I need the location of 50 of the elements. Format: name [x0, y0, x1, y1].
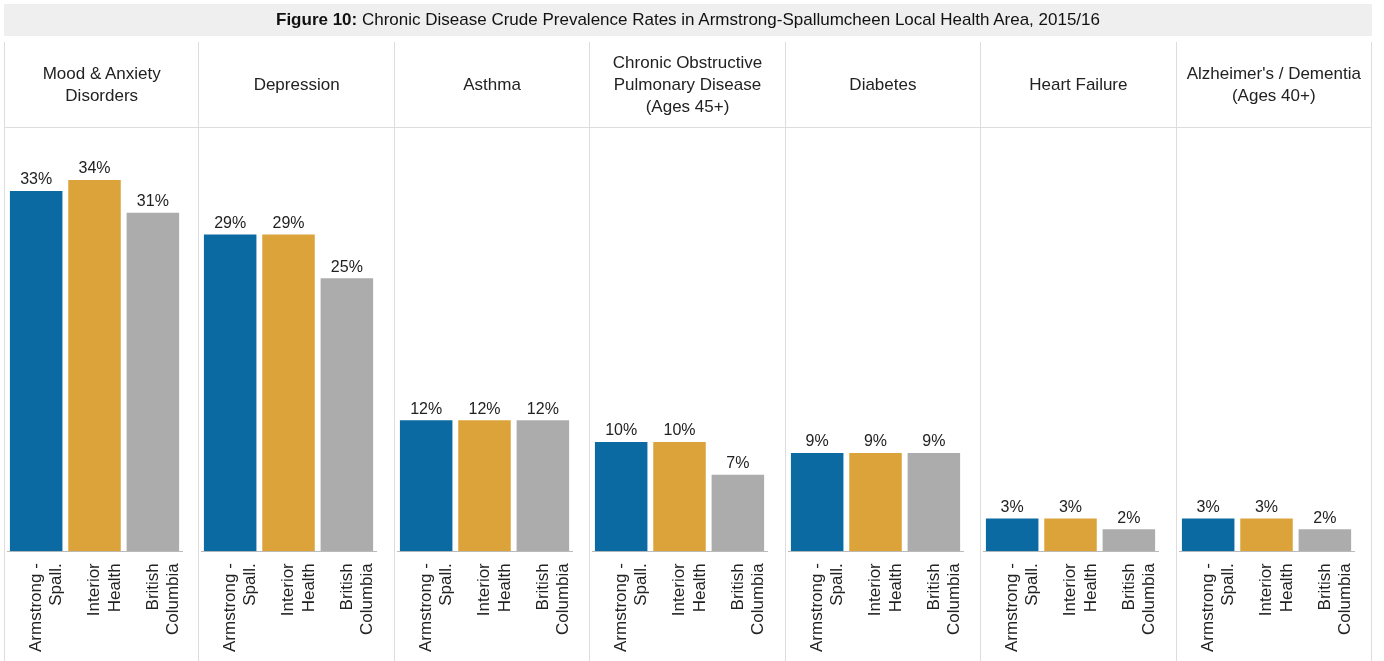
chart-subtitle: Alzheimer's / Dementia (Ages 40+)	[1176, 42, 1371, 128]
x-tick-label: Armstrong - Spall.	[415, 563, 456, 652]
x-tick-label: Armstrong - Spall.	[25, 563, 66, 652]
data-label: 2%	[1312, 508, 1336, 526]
x-tick-label: Armstrong - Spall.	[806, 563, 846, 652]
x-tick-label: Interior Health	[864, 562, 905, 617]
data-label: 2%	[1117, 508, 1141, 526]
data-label: 31%	[136, 192, 169, 210]
x-tick-label: Armstrong - Spall.	[220, 563, 260, 652]
x-tick-label: Interior Health	[474, 562, 514, 617]
x-tick-label: Armstrong - Spall.	[1002, 563, 1042, 652]
data-label: 34%	[78, 159, 111, 177]
data-label: 7%	[726, 454, 750, 472]
x-tick-label: British Columbia	[727, 562, 768, 636]
x-tick-label: British Columbia	[1118, 562, 1159, 636]
x-tick-label: Interior Health	[1060, 562, 1100, 617]
chart-subtitle: Mood & Anxiety Disorders	[5, 42, 199, 128]
chart-subtitle: Heart Failure	[981, 42, 1176, 128]
x-tick-label: Interior Health	[669, 562, 709, 617]
x-tick-label: British Columbia	[1314, 562, 1354, 636]
data-label: 29%	[214, 213, 247, 231]
chart-subtitle: Chronic Obstructive Pulmonary Disease (Ages 45+)	[590, 42, 785, 128]
data-label: 3%	[1196, 497, 1220, 515]
x-tick-label: Armstrong - Spall.	[611, 563, 651, 652]
data-label: 10%	[663, 421, 696, 439]
x-tick-label: Interior Health	[278, 562, 319, 617]
data-label: 10%	[605, 421, 638, 439]
chart-subtitle: Asthma	[394, 42, 590, 128]
x-tick-label: British Columbia	[336, 562, 377, 636]
data-label: 3%	[1000, 497, 1024, 515]
data-label: 29%	[272, 213, 305, 231]
x-tick-label: British Columbia	[142, 562, 182, 636]
x-tick-label: Armstrong - Spall.	[1197, 563, 1237, 652]
data-label: 9%	[805, 432, 829, 450]
data-label: 25%	[331, 257, 364, 275]
x-tick-label: British Columbia	[923, 562, 963, 636]
chart-subtitle: Diabetes	[785, 42, 981, 128]
data-label: 33%	[20, 170, 53, 188]
x-tick-label: British Columbia	[532, 562, 572, 636]
chart-subtitle: Depression	[199, 42, 394, 128]
data-label: 9%	[863, 432, 887, 450]
data-label: 12%	[410, 399, 443, 417]
data-label: 12%	[526, 399, 559, 417]
data-label: 3%	[1059, 497, 1083, 515]
x-tick-label: Interior Health	[1255, 562, 1296, 617]
data-label: 12%	[468, 399, 501, 417]
chart-title: Figure 10: Chronic Disease Crude Prevalence Rates in Armstrong-Spallumcheen Local Health Area, 2015/16	[276, 10, 1100, 29]
data-label: 9%	[922, 432, 946, 450]
data-label: 3%	[1254, 497, 1278, 515]
x-tick-label: Interior Health	[84, 562, 124, 617]
